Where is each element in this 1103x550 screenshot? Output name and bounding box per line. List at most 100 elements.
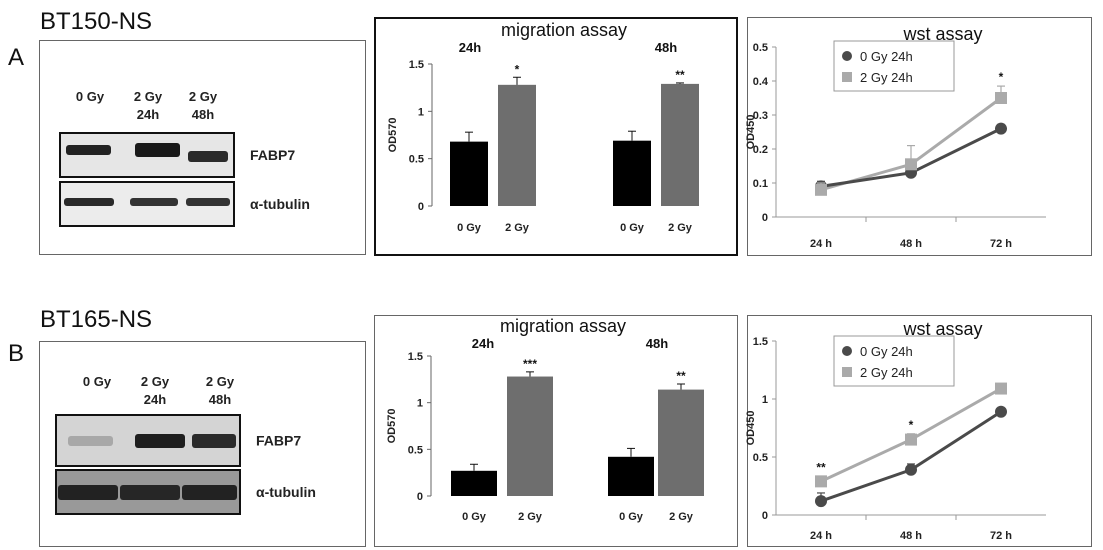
cell-line-title-a: BT150-NS <box>40 8 153 35</box>
blot-band <box>120 485 180 500</box>
migration-chart-frame-b: migration assay OD570 0 0.5 1 1.5 24h 0 Gy *** 2 … <box>374 315 738 547</box>
x-category-label: 2 Gy <box>518 511 543 523</box>
wst-chart-frame-b: wst assay OD450 0 0.5 1 1.5 24 h 48 h 72 h ** * 0 G… <box>745 315 1092 547</box>
blot-band <box>182 485 237 500</box>
x-category-label: 48 h <box>900 238 922 250</box>
blot-lane-label: 24h <box>144 392 166 407</box>
y-tick-label: 0.4 <box>753 76 769 88</box>
significance-marker: *** <box>523 357 537 371</box>
legend-label: 2 Gy 24h <box>860 365 913 380</box>
data-point <box>815 183 827 196</box>
legend-label: 0 Gy 24h <box>860 344 913 359</box>
blot-band <box>64 198 114 206</box>
significance-marker: ** <box>816 461 826 475</box>
x-category-label: 0 Gy <box>619 511 644 523</box>
migration-chart-frame-a: migration assay OD570 0 0.5 1 1.5 24h 0 Gy * 2 Gy… <box>374 17 738 256</box>
group-label: 24h <box>472 336 494 351</box>
y-axis-label: OD450 <box>745 411 757 446</box>
legend-label: 0 Gy 24h <box>860 49 913 64</box>
y-tick-label: 0.5 <box>753 452 768 464</box>
blot-band-label: α-tubulin <box>256 484 316 500</box>
blot-band <box>186 198 230 206</box>
blot-band-label: α-tubulin <box>250 196 310 212</box>
blot-lane-label: 2 Gy <box>206 374 235 389</box>
panel-label-a: A <box>8 44 25 71</box>
blot-lane-label: 48h <box>209 392 231 407</box>
legend-marker <box>842 72 852 82</box>
y-tick-label: 0.5 <box>753 42 768 54</box>
blot-lane-label: 24h <box>137 107 159 122</box>
cell-line-title-b: BT165-NS <box>40 306 153 333</box>
blot-band <box>135 143 180 157</box>
x-category-label: 24 h <box>810 530 832 542</box>
y-tick-label: 0.3 <box>753 110 768 122</box>
blot-lane-label: 0 Gy <box>83 374 112 389</box>
y-axis-label: OD570 <box>386 409 398 444</box>
data-point <box>905 463 917 476</box>
blot-lane-label: 48h <box>192 107 214 122</box>
y-tick-label: 1.5 <box>409 59 424 71</box>
blot-lane-label: 2 Gy <box>189 89 218 104</box>
significance-marker: * <box>515 62 520 76</box>
y-tick-label: 1.5 <box>408 351 423 363</box>
blot-band <box>135 434 185 448</box>
y-tick-label: 0.5 <box>408 444 423 456</box>
bar <box>661 83 699 206</box>
x-category-label: 48 h <box>900 530 922 542</box>
bar <box>451 470 497 496</box>
chart-title: migration assay <box>500 316 626 336</box>
y-tick-label: 0.5 <box>409 154 424 166</box>
data-point <box>815 475 827 488</box>
legend-label: 2 Gy 24h <box>860 70 913 85</box>
x-category-label: 2 Gy <box>668 222 693 234</box>
chart-title: wst assay <box>902 319 982 339</box>
western-blot-a: 0 Gy 2 Gy 24h 2 Gy 48h FABP7 α-tubulin <box>59 89 310 227</box>
y-tick-label: 0.2 <box>753 144 768 156</box>
y-tick-label: 1.5 <box>753 336 768 348</box>
western-blot-b: 0 Gy 2 Gy 24h 2 Gy 48h FABP7 α-tubulin <box>55 374 316 515</box>
bar <box>658 389 704 496</box>
group-label: 48h <box>646 336 668 351</box>
legend-marker <box>842 346 852 356</box>
blot-band <box>66 145 111 155</box>
y-tick-label: 0 <box>417 491 423 503</box>
data-point <box>905 158 917 171</box>
blot-lane-label: 2 Gy <box>134 89 163 104</box>
wst-chart-frame-a: wst assay OD450 0 0.1 0.2 0.3 0.4 0.5 24 h 48 h 72… <box>745 17 1092 256</box>
legend-marker <box>842 367 852 377</box>
bar <box>613 140 651 206</box>
migration-chart-a: migration assay OD570 0 0.5 1 1.5 24h 0 Gy * 2 Gy… <box>387 20 699 234</box>
group-label: 24h <box>459 40 481 55</box>
data-point <box>995 92 1007 104</box>
significance-marker: * <box>909 418 914 432</box>
significance-marker: * <box>999 70 1004 84</box>
significance-marker: ** <box>675 68 685 82</box>
data-point <box>815 495 827 508</box>
y-tick-label: 1 <box>762 394 768 406</box>
legend-box <box>833 335 955 387</box>
x-category-label: 0 Gy <box>457 222 482 234</box>
data-point <box>995 122 1007 135</box>
panel-label-b: B <box>8 340 25 367</box>
x-category-label: 0 Gy <box>462 511 487 523</box>
x-category-label: 2 Gy <box>669 511 694 523</box>
significance-marker: ** <box>676 369 686 383</box>
y-tick-label: 0 <box>762 510 768 522</box>
blot-band <box>188 151 228 162</box>
y-axis-label: OD570 <box>387 118 399 153</box>
x-category-label: 2 Gy <box>505 222 530 234</box>
y-tick-label: 0 <box>762 212 768 224</box>
blot-band-label: FABP7 <box>256 433 301 449</box>
y-tick-label: 1 <box>417 398 423 410</box>
blot-band <box>58 485 118 500</box>
y-tick-label: 0.1 <box>753 178 768 190</box>
data-point <box>905 433 917 446</box>
y-axis-label: OD450 <box>745 115 757 150</box>
legend-box <box>833 40 955 92</box>
blot-band <box>130 198 178 206</box>
bar <box>498 84 536 206</box>
blot-band <box>192 434 236 448</box>
bar <box>507 376 553 496</box>
x-category-label: 24 h <box>810 238 832 250</box>
